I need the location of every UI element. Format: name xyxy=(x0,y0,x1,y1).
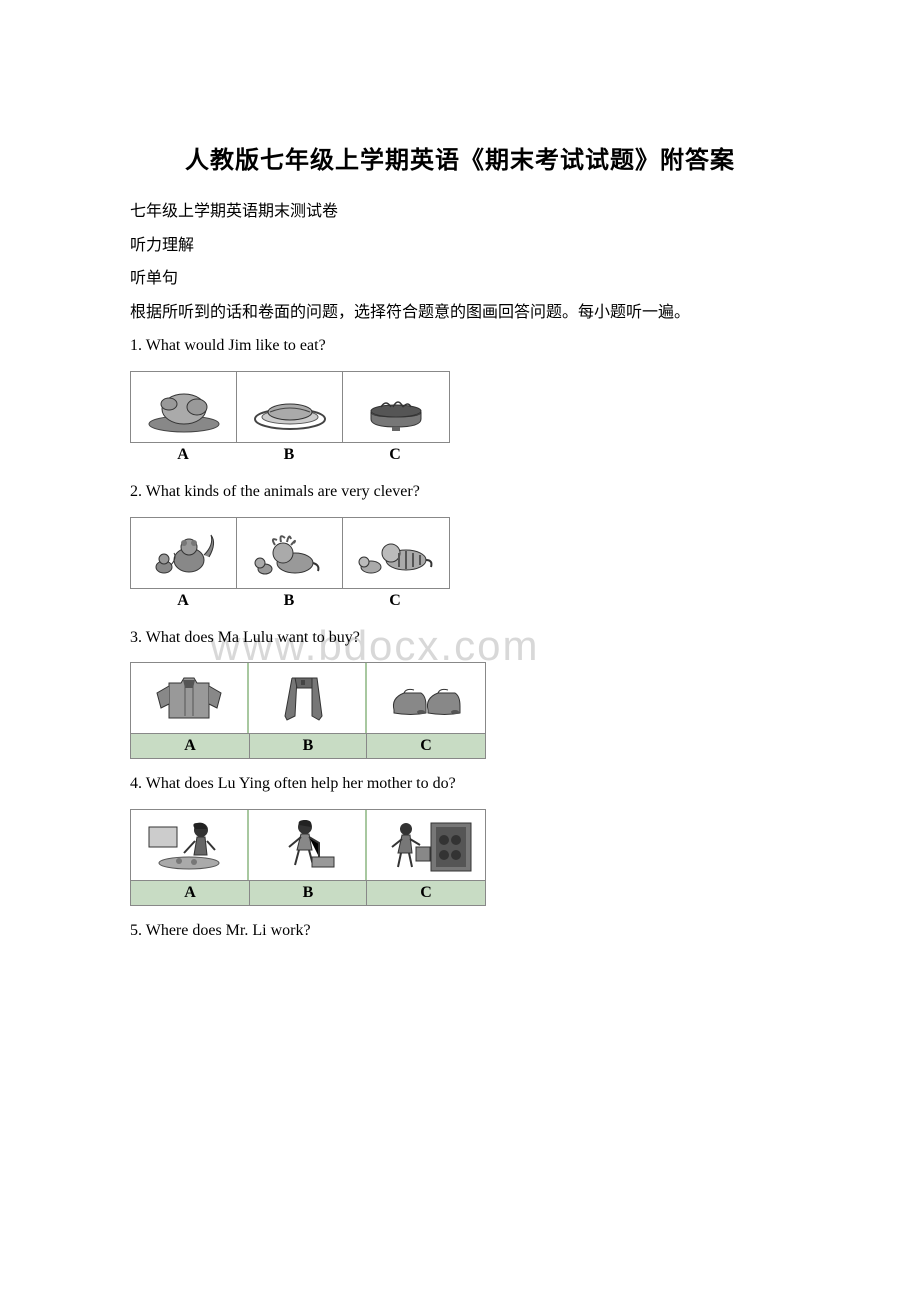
question-2: 2. What kinds of the animals are very cl… xyxy=(130,475,790,509)
question-2-images: A B C xyxy=(130,517,450,613)
q2-option-a-image xyxy=(131,518,237,588)
q2-label-a: A xyxy=(130,589,236,613)
q1-option-c-image xyxy=(343,372,449,442)
q3-label-a: A xyxy=(131,734,249,758)
question-5: 5. Where does Mr. Li work? xyxy=(130,914,790,948)
q4-label-a: A xyxy=(131,881,249,905)
q1-option-b-image xyxy=(237,372,343,442)
q2-label-b: B xyxy=(236,589,342,613)
q2-label-c: C xyxy=(342,589,448,613)
instruction: 根据所听到的话和卷面的问题，选择符合题意的图画回答问题。每小题听一遍。 xyxy=(130,296,790,330)
q2-option-c-image xyxy=(343,518,449,588)
question-3: 3. What does Ma Lulu want to buy? xyxy=(130,621,790,655)
q3-option-c-image xyxy=(367,663,485,733)
q3-option-b-image xyxy=(249,663,367,733)
document-title: 人教版七年级上学期英语《期末考试试题》附答案 xyxy=(130,140,790,175)
q3-label-c: C xyxy=(367,734,485,758)
q4-label-b: B xyxy=(249,881,367,905)
q2-option-b-image xyxy=(237,518,343,588)
q4-option-b-image xyxy=(249,810,367,880)
q4-label-c: C xyxy=(367,881,485,905)
question-1-images: A B C xyxy=(130,371,450,467)
subtitle: 七年级上学期英语期末测试卷 xyxy=(130,195,790,229)
q1-label-b: B xyxy=(236,443,342,467)
q3-label-b: B xyxy=(249,734,367,758)
q1-option-a-image xyxy=(131,372,237,442)
question-4-images: A B C xyxy=(130,809,486,906)
section-single: 听单句 xyxy=(130,262,790,296)
q1-label-c: C xyxy=(342,443,448,467)
document-content: 人教版七年级上学期英语《期末考试试题》附答案 七年级上学期英语期末测试卷 听力理… xyxy=(130,140,790,947)
q4-option-a-image xyxy=(131,810,249,880)
question-4: 4. What does Lu Ying often help her moth… xyxy=(130,767,790,801)
q4-option-c-image xyxy=(367,810,485,880)
section-listening: 听力理解 xyxy=(130,229,790,263)
q1-label-a: A xyxy=(130,443,236,467)
q3-option-a-image xyxy=(131,663,249,733)
question-1: 1. What would Jim like to eat? xyxy=(130,329,790,363)
question-3-images: A B C xyxy=(130,662,486,759)
